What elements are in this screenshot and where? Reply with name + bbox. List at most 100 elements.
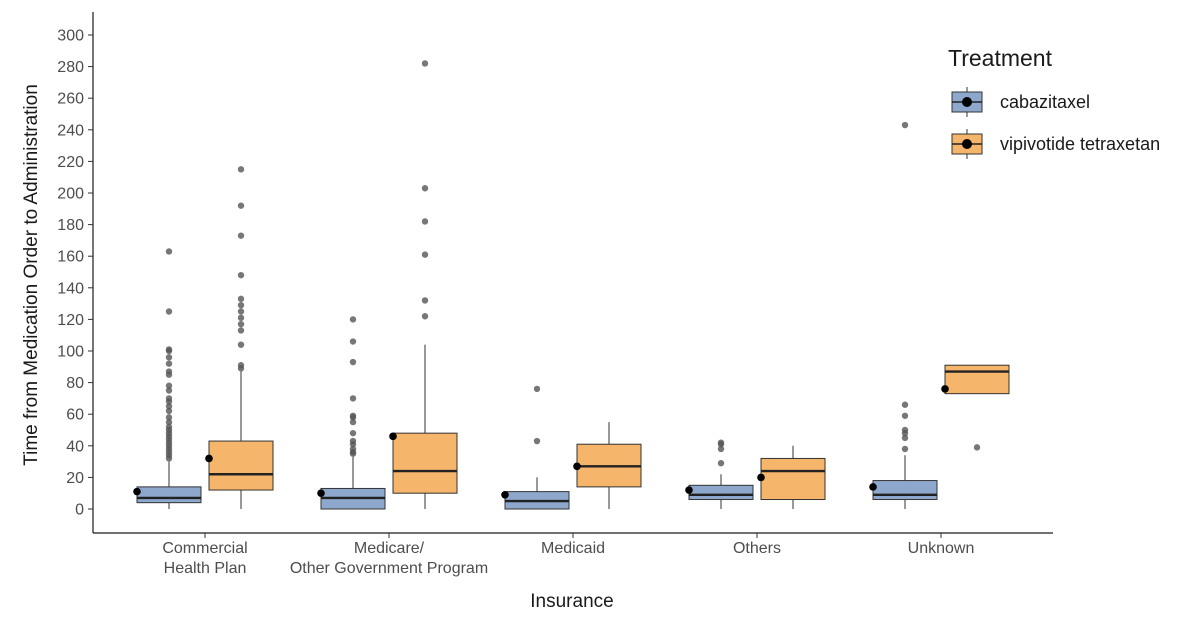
outlier-point [165, 418, 173, 426]
outlier-point [165, 382, 173, 389]
outlier-point [237, 314, 245, 322]
outlier-point [237, 308, 245, 315]
outlier-point [237, 341, 245, 348]
outlier-point [349, 412, 357, 419]
box-group [869, 121, 938, 509]
outlier-point [901, 445, 909, 453]
box-group [757, 445, 826, 509]
mean-point [317, 489, 325, 498]
y-tick-label: 60 [66, 407, 84, 424]
outlier-point [237, 271, 245, 279]
outlier-point [349, 429, 357, 437]
mean-point [205, 454, 213, 463]
outlier-point [533, 385, 541, 393]
outlier-point [165, 387, 173, 394]
y-tick-label: 260 [57, 91, 84, 108]
outlier-point [901, 121, 909, 129]
mean-point [501, 490, 509, 499]
outlier-point [901, 401, 909, 408]
outlier-point [349, 437, 357, 445]
legend-key-mean [962, 139, 972, 149]
outlier-point [237, 202, 245, 209]
outlier-point [717, 439, 725, 446]
mean-point [757, 473, 765, 482]
outlier-point [237, 232, 245, 239]
outlier-point [349, 418, 357, 426]
outlier-point [421, 60, 429, 67]
outlier-point [349, 316, 357, 323]
box-group [501, 385, 570, 510]
x-tick-label: Others [733, 540, 781, 557]
legend-key-mean [962, 97, 972, 107]
outlier-point [349, 395, 357, 402]
outlier-point [349, 358, 357, 366]
outlier-point [421, 313, 429, 320]
legend-label: cabazitaxel [1000, 92, 1090, 112]
y-tick-label: 160 [57, 249, 84, 266]
outlier-point [421, 218, 429, 225]
x-tick-label: Health Plan [164, 560, 247, 577]
outlier-point [901, 426, 909, 434]
y-axis-title: Time from Medication Order to Administra… [21, 84, 42, 466]
box-group [573, 422, 642, 509]
outlier-point [533, 437, 541, 445]
y-tick-label: 300 [57, 28, 84, 45]
outlier-point [165, 368, 173, 375]
outlier-point [165, 403, 173, 410]
outlier-point [349, 338, 357, 345]
y-tick-label: 120 [57, 312, 84, 329]
outlier-point [717, 459, 725, 467]
legend: Treatment cabazitaxel vipivotide tetraxet… [948, 45, 1160, 159]
outlier-point [421, 297, 429, 304]
box-group [317, 316, 386, 510]
x-tick-label: Unknown [908, 540, 975, 557]
outlier-point [901, 412, 909, 419]
axes: 0 20 40 60 80 100 120 140 160 180 200 220 240 260 280 3… [57, 12, 1053, 577]
outlier-point [237, 166, 245, 173]
mean-point [685, 486, 693, 494]
y-tick-label: 0 [75, 502, 84, 519]
y-tick-label: 80 [66, 375, 84, 392]
box-group [941, 364, 1010, 451]
outlier-point [165, 308, 173, 315]
mean-point [869, 483, 877, 491]
x-tick-label: Medicare/ [354, 540, 425, 557]
outlier-point [237, 301, 245, 309]
x-tick-label: Medicaid [541, 540, 605, 557]
legend-title: Treatment [948, 45, 1053, 71]
outlier-point [165, 354, 173, 361]
outlier-point [973, 444, 981, 451]
outlier-point [165, 360, 173, 367]
outlier-point [421, 185, 429, 192]
mean-point [133, 487, 141, 496]
x-tick-label: Commercial [162, 540, 247, 557]
outlier-point [165, 395, 173, 402]
box-iqr [760, 457, 826, 501]
outlier-point [901, 434, 909, 442]
y-tick-label: 240 [57, 122, 84, 139]
y-tick-label: 100 [57, 344, 84, 361]
y-tick-label: 40 [66, 438, 84, 455]
outlier-point [237, 320, 245, 328]
plot-area [133, 60, 1010, 510]
y-tick-label: 220 [57, 154, 84, 171]
mean-point [941, 385, 949, 393]
outlier-point [165, 248, 173, 255]
y-tick-label: 180 [57, 217, 84, 234]
box-iqr [208, 440, 274, 491]
mean-point [573, 462, 581, 471]
legend-label: vipivotide tetraxetan [1000, 134, 1160, 154]
box-iqr [688, 484, 754, 501]
outlier-point [349, 445, 357, 453]
box-group [389, 60, 458, 509]
outlier-point [165, 346, 173, 353]
box-iqr [136, 486, 202, 504]
outlier-point [237, 362, 245, 369]
x-axis-title: Insurance [530, 591, 613, 612]
y-tick-label: 20 [66, 470, 84, 487]
outlier-point [237, 327, 245, 334]
outlier-point [165, 423, 173, 431]
x-tick-label: Other Government Program [290, 560, 488, 577]
box-group [133, 248, 202, 509]
